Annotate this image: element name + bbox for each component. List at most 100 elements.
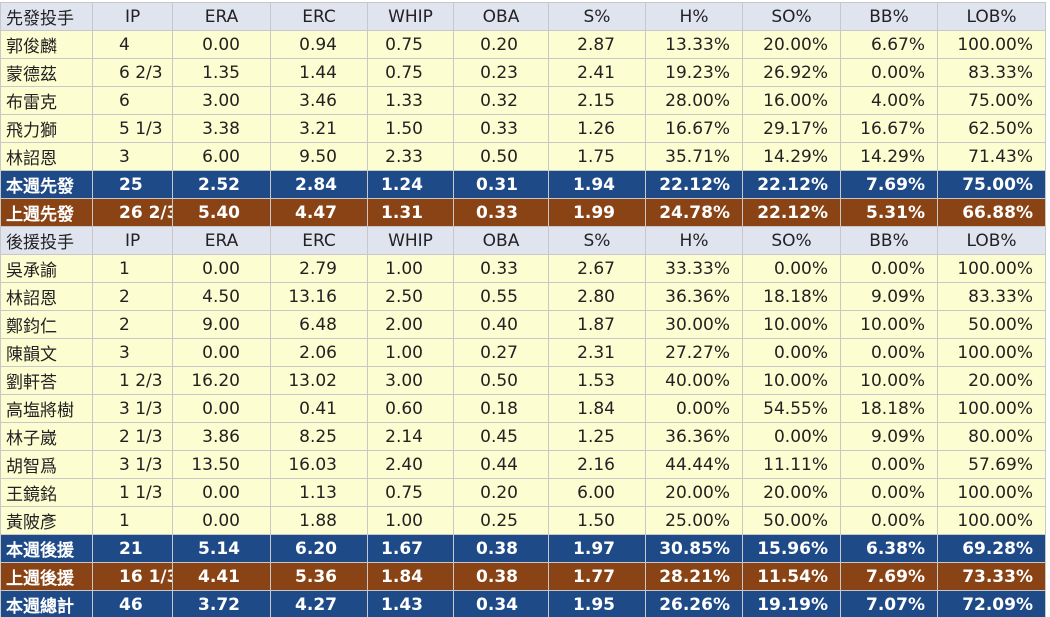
cell: 27.27% xyxy=(645,338,743,367)
cell: 13.02 xyxy=(270,366,368,395)
row-label: 飛力獅 xyxy=(0,114,93,143)
cell: 6.38% xyxy=(840,534,938,563)
cell: 15.96% xyxy=(742,534,841,563)
cell: 24.78% xyxy=(645,198,743,227)
cell: 3 xyxy=(92,142,173,171)
row-label: 先發投手 xyxy=(0,2,93,31)
cell: 0.38 xyxy=(453,562,549,591)
cell: 10.00% xyxy=(742,366,841,395)
cell: 57.69% xyxy=(937,450,1046,479)
cell: 2.16 xyxy=(548,450,646,479)
cell: 3.72 xyxy=(172,590,271,617)
cell: 18.18% xyxy=(742,282,841,311)
cell: 0.00 xyxy=(172,478,271,507)
cell: 18.18% xyxy=(840,394,938,423)
cell: 4 xyxy=(92,30,173,59)
cell: 16.03 xyxy=(270,450,368,479)
cell: 10.00% xyxy=(742,310,841,339)
cell: 100.00% xyxy=(937,478,1046,507)
row-label: 林詔恩 xyxy=(0,282,93,311)
cell: 1.53 xyxy=(548,366,646,395)
row-label: 郭俊麟 xyxy=(0,30,93,59)
cell: 2.50 xyxy=(367,282,454,311)
cell: 2.52 xyxy=(172,170,271,199)
cell: 16 1/3 xyxy=(92,562,173,591)
cell: 13.50 xyxy=(172,450,271,479)
row-label: 布雷克 xyxy=(0,86,93,115)
row-label: 王鏡銘 xyxy=(0,478,93,507)
cell: 3.00 xyxy=(172,86,271,115)
row-label: 上週先發 xyxy=(0,198,93,227)
cell: 13.16 xyxy=(270,282,368,311)
cell: 2 xyxy=(92,282,173,311)
row-label: 林子崴 xyxy=(0,422,93,451)
cell: 5.40 xyxy=(172,198,271,227)
cell: 7.69% xyxy=(840,170,938,199)
cell: 1.26 xyxy=(548,114,646,143)
pitcher-row: 鄭鈞仁 2 9.00 6.48 2.00 0.40 1.87 30.00% 10.00% 10.0… xyxy=(0,310,1046,339)
cell: 100.00% xyxy=(937,394,1046,423)
cell: 26 2/3 xyxy=(92,198,173,227)
cell: 0.55 xyxy=(453,282,549,311)
cell: 10.00% xyxy=(840,366,938,395)
cell: 1.95 xyxy=(548,590,646,617)
pitcher-row: 胡智爲 3 1/3 13.50 16.03 2.40 0.44 2.16 44.44% 11.1… xyxy=(0,450,1046,479)
cell: 0.00% xyxy=(840,58,938,87)
cell: 0.00 xyxy=(172,254,271,283)
cell: 1.43 xyxy=(367,590,454,617)
cell: 0.45 xyxy=(453,422,549,451)
cell: 28.21% xyxy=(645,562,743,591)
cell: 1 xyxy=(92,506,173,535)
row-label: 後援投手 xyxy=(0,226,93,255)
cell: 14.29% xyxy=(742,142,841,171)
cell: 2 xyxy=(92,310,173,339)
cell: ERA xyxy=(172,2,271,31)
cell: OBA xyxy=(453,226,549,255)
cell: 3 1/3 xyxy=(92,394,173,423)
cell: 5.14 xyxy=(172,534,271,563)
row-label: 高塩將樹 xyxy=(0,394,93,423)
cell: 0.75 xyxy=(367,58,454,87)
cell: 5.36 xyxy=(270,562,368,591)
cell: 1.13 xyxy=(270,478,368,507)
cell: 20.00% xyxy=(937,366,1046,395)
cell: 0.00% xyxy=(840,450,938,479)
cell: 66.88% xyxy=(937,198,1046,227)
cell: 0.20 xyxy=(453,30,549,59)
cell: 0.00% xyxy=(840,254,938,283)
cell: 2.67 xyxy=(548,254,646,283)
cell: 3.38 xyxy=(172,114,271,143)
row-label: 劉軒荅 xyxy=(0,366,93,395)
cell: 0.00 xyxy=(172,30,271,59)
pitcher-row: 吳承諭 1 0.00 2.79 1.00 0.33 2.67 33.33% 0.00% 0.00%… xyxy=(0,254,1046,283)
cell: 6 xyxy=(92,86,173,115)
cell: 16.00% xyxy=(742,86,841,115)
cell: 20.00% xyxy=(742,478,841,507)
cell: 11.11% xyxy=(742,450,841,479)
cell: 100.00% xyxy=(937,30,1046,59)
cell: 2.87 xyxy=(548,30,646,59)
total-row: 本週總計 46 3.72 4.27 1.43 0.34 1.95 26.26% 19.19% 7.… xyxy=(0,590,1046,617)
cell: 1.77 xyxy=(548,562,646,591)
cell: 1.84 xyxy=(548,394,646,423)
cell: 3 1/3 xyxy=(92,450,173,479)
cell: 0.31 xyxy=(453,170,549,199)
cell: 28.00% xyxy=(645,86,743,115)
cell: 7.69% xyxy=(840,562,938,591)
cell: 1.24 xyxy=(367,170,454,199)
cell: 40.00% xyxy=(645,366,743,395)
cell: 19.19% xyxy=(742,590,841,617)
cell: 0.33 xyxy=(453,114,549,143)
cell: 2.33 xyxy=(367,142,454,171)
cell: 75.00% xyxy=(937,170,1046,199)
cell: BB% xyxy=(840,226,938,255)
cell: 0.50 xyxy=(453,366,549,395)
cell: 25 xyxy=(92,170,173,199)
pitcher-row: 飛力獅 5 1/3 3.38 3.21 1.50 0.33 1.26 16.67% 29.17%… xyxy=(0,114,1046,143)
cell: WHIP xyxy=(367,2,454,31)
cell: 6 2/3 xyxy=(92,58,173,87)
row-label: 林詔恩 xyxy=(0,142,93,171)
cell: 1 2/3 xyxy=(92,366,173,395)
pitcher-row: 蒙德茲 6 2/3 1.35 1.44 0.75 0.23 2.41 19.23% 26.92%… xyxy=(0,58,1046,87)
cell: 4.00% xyxy=(840,86,938,115)
